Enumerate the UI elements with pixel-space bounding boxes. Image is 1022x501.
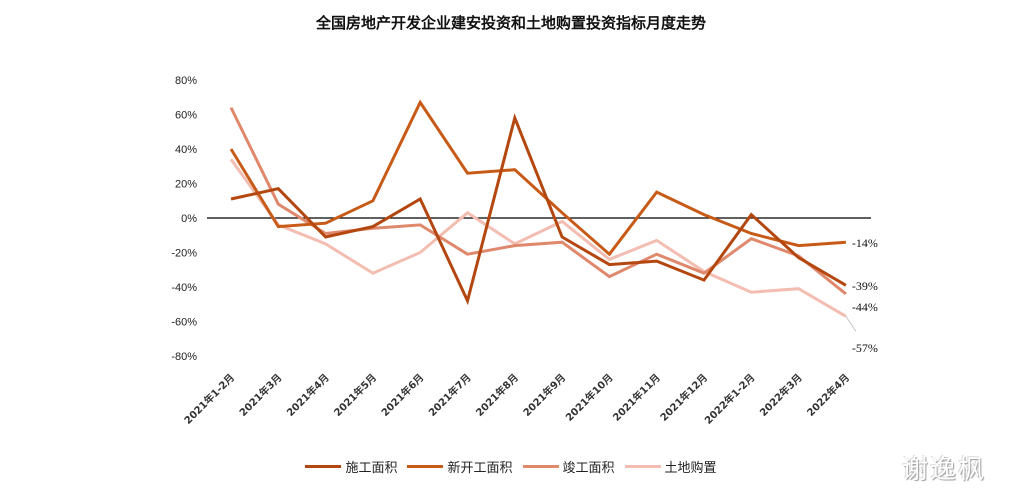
y-axis: 80% 60% 40% 20% 0% -20% -40% -60% -80% xyxy=(171,75,197,363)
y-tick-label: -80% xyxy=(171,351,197,363)
legend-swatch xyxy=(522,465,559,468)
x-tick-label: 2021年8月 xyxy=(473,371,521,419)
legend-swatch xyxy=(305,465,342,468)
y-tick-label: -60% xyxy=(171,317,197,329)
legend-item: 施工面积 xyxy=(305,457,397,476)
legend-label: 新开工面积 xyxy=(447,461,513,476)
series-line xyxy=(229,158,847,318)
y-tick-label: 60% xyxy=(175,110,197,122)
y-tick-label: -40% xyxy=(171,282,197,294)
y-tick-label: 40% xyxy=(175,144,197,156)
series-line xyxy=(229,99,847,257)
end-value-label: -39% xyxy=(852,279,878,293)
end-value-label: -57% xyxy=(852,341,878,355)
legend-swatch xyxy=(407,465,444,468)
x-tick-label: 2021年5月 xyxy=(331,371,379,419)
watermark: 谢逸枫 xyxy=(902,455,987,485)
x-tick-label: 2021年11月 xyxy=(610,371,663,424)
y-tick-label: 80% xyxy=(175,75,197,87)
y-tick-label: 0% xyxy=(181,213,197,225)
x-tick-label: 2021年6月 xyxy=(378,371,426,419)
chart-legend: 施工面积 新开工面积 竣工面积 土地购置 xyxy=(0,457,1022,476)
x-tick-label: 2021年12月 xyxy=(657,371,710,424)
end-labels: -39% -14% -44% -57% xyxy=(845,236,878,355)
series-line xyxy=(229,106,847,296)
x-tick-label: 2022年1-2月 xyxy=(702,371,758,427)
x-axis: 2021年1-2月 2021年3月 2021年4月 2021年5月 2021年6月 202… xyxy=(181,371,852,427)
legend-label: 土地购置 xyxy=(664,461,717,476)
x-tick-label: 2021年4月 xyxy=(284,371,332,419)
x-tick-label: 2021年9月 xyxy=(520,371,568,419)
x-tick-label: 2022年4月 xyxy=(804,371,852,419)
x-tick-label: 2022年3月 xyxy=(757,371,805,419)
legend-swatch xyxy=(624,465,661,468)
legend-item: 竣工面积 xyxy=(522,457,615,476)
y-tick-label: -20% xyxy=(171,248,197,260)
x-tick-label: 2021年3月 xyxy=(236,371,284,419)
legend-label: 竣工面积 xyxy=(562,461,615,476)
x-tick-label: 2021年7月 xyxy=(426,371,474,419)
legend-item: 土地购置 xyxy=(624,457,717,476)
x-tick-label: 2021年1-2月 xyxy=(181,371,237,427)
chart-title: 全国房地产开发企业建安投资和土地购置投资指标月度走势 xyxy=(315,14,706,32)
legend-item: 新开工面积 xyxy=(407,457,513,476)
x-tick-label: 2021年10月 xyxy=(563,371,616,424)
end-value-label: -14% xyxy=(852,236,878,250)
legend-label: 施工面积 xyxy=(345,461,398,476)
leader-line xyxy=(845,316,857,332)
series-line xyxy=(230,113,847,306)
end-value-label: -44% xyxy=(852,300,878,314)
series-lines xyxy=(229,99,847,318)
y-tick-label: 20% xyxy=(175,179,197,191)
